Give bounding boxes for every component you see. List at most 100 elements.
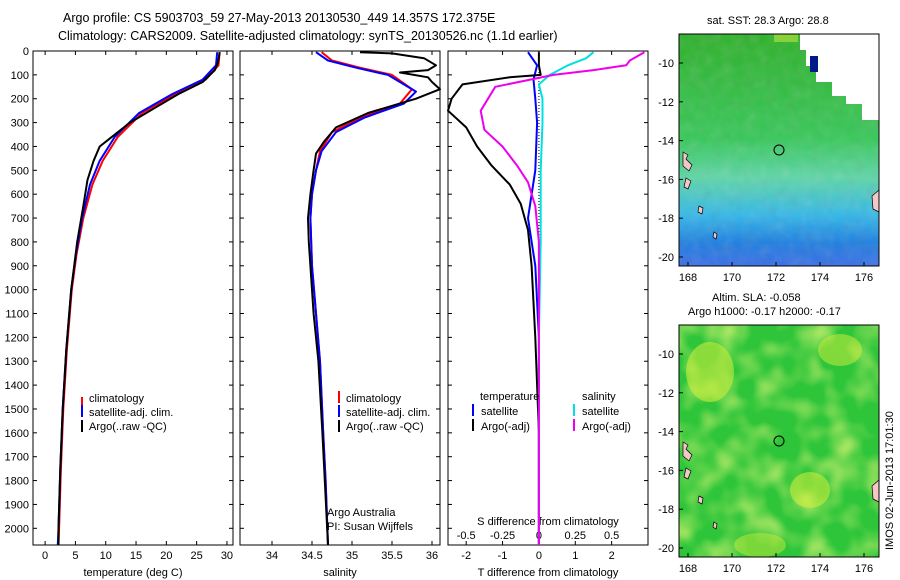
island-shape — [682, 441, 693, 462]
map-y-tick-label: -12 — [658, 388, 674, 400]
x-tick-label: 34.5 — [301, 550, 322, 562]
x-tick-label: 1 — [572, 550, 578, 562]
argo-location-marker — [773, 144, 785, 156]
sla-high-patch — [790, 472, 830, 508]
temperature-legend: climatology satellite-adj. clim. Argo(..… — [81, 393, 173, 433]
legend-label-s-satellite: satellite — [582, 406, 619, 418]
y-tick-label: 300 — [11, 118, 29, 130]
x-tick-label: 25 — [191, 550, 203, 562]
y-tick-label: 1800 — [5, 476, 29, 488]
annotation-pi: PI: Susan Wijffels — [327, 521, 413, 533]
y-tick-label: 1400 — [5, 380, 29, 392]
difference-legend: temperature salinity satellite Argo(-adj… — [472, 391, 631, 433]
y-tick-label: 100 — [11, 70, 29, 82]
series-line-satellite-adj-clim — [56, 52, 219, 546]
difference-panel: -2 -1 0 1 2 T difference from climatology S di… — [447, 50, 649, 579]
y-tick-label: 1500 — [5, 404, 29, 416]
y-tick-label: 800 — [11, 237, 29, 249]
y-tick-label: 1000 — [5, 285, 29, 297]
y-tick-label: 1300 — [5, 356, 29, 368]
map-x-tick-label: 168 — [679, 563, 697, 575]
sla-map-title-2: Argo h1000: -0.17 h2000: -0.17 — [688, 306, 841, 318]
map-y-tick-label: -20 — [658, 543, 674, 555]
legend-title-salinity: salinity — [582, 391, 616, 403]
map-x-tick-label: 174 — [811, 272, 829, 284]
legend-label-s-argo: Argo(-adj) — [582, 421, 631, 433]
map-y-tick-label: -10 — [658, 349, 674, 361]
y-tick-label: 2000 — [5, 523, 29, 535]
map-y-tick-label: -16 — [658, 465, 674, 477]
x-tick-label: 34 — [266, 550, 278, 562]
x-tick-label: 5 — [72, 550, 78, 562]
salinity-legend: climatology satellite-adj. clim. Argo(..… — [327, 391, 430, 533]
plot-frame — [239, 50, 441, 546]
map-x-tick-label: 168 — [679, 272, 697, 284]
y-tick-label: 500 — [11, 165, 29, 177]
sst-map-title: sat. SST: 28.3 Argo: 28.8 — [707, 15, 829, 27]
y-tick-label: 1200 — [5, 332, 29, 344]
sla-map: Altim. SLA: -0.058 Argo h1000: -0.17 h20… — [658, 292, 880, 575]
legend-label-satellite-adj: satellite-adj. clim. — [89, 407, 173, 419]
y-tick-label: 1100 — [5, 309, 29, 321]
map-y-tick-label: -14 — [658, 136, 674, 148]
sst-map-axes: 168 170 172 174 176 -10 -12 -14 -16 -18 -20 — [658, 58, 873, 284]
map-y-tick-label: -18 — [658, 213, 674, 225]
series-line-t-satellite — [527, 51, 540, 545]
annotation-institute: Argo Australia — [327, 507, 396, 519]
x-tick-label: 35.5 — [381, 550, 402, 562]
map-x-tick-label: 170 — [723, 563, 741, 575]
map-y-tick-label: -10 — [658, 58, 674, 70]
sla-map-title-1: Altim. SLA: -0.058 — [712, 292, 801, 304]
series-line-t-argo-adj — [447, 52, 542, 545]
series-line-argo-raw-qc — [307, 51, 441, 546]
y-tick-label: 0 — [23, 46, 29, 58]
y-tick-label: 200 — [11, 94, 29, 106]
x-axis-label-bottom: T difference from climatology — [478, 567, 619, 579]
sla-map-frame — [678, 324, 880, 558]
map-x-tick-label: 176 — [855, 563, 873, 575]
legend-label-argo: Argo(..raw -QC) — [346, 421, 424, 433]
temperature-panel: 0100200300400500600700800900100011001200… — [5, 46, 234, 579]
legend-label-t-argo: Argo(-adj) — [481, 421, 530, 433]
map-x-tick-label: 176 — [855, 272, 873, 284]
x-tick-label: 10 — [100, 550, 112, 562]
legend-label-climatology: climatology — [89, 393, 145, 405]
map-x-tick-label: 172 — [767, 272, 785, 284]
sst-map-frame — [678, 33, 880, 267]
x-tick-label: 0 — [42, 550, 48, 562]
x-tick-label: -2 — [461, 550, 471, 562]
salinity-panel: 34 34.5 35 35.5 36 salinity — [239, 50, 441, 579]
legend-label-climatology: climatology — [346, 393, 402, 405]
series-line-s-argo-adj — [479, 51, 645, 545]
y-tick-label: 900 — [11, 261, 29, 273]
map-x-tick-label: 170 — [723, 272, 741, 284]
map-y-tick-label: -12 — [658, 97, 674, 109]
legend-title-temperature: temperature — [480, 391, 539, 403]
x-tick-label: 36 — [426, 550, 438, 562]
s-tick-label: -0.25 — [490, 530, 515, 542]
legend-label-argo: Argo(..raw -QC) — [89, 421, 167, 433]
sst-warm-patch — [774, 34, 798, 42]
sla-map-axes: 168 170 172 174 176 -10 -12 -14 -16 -18 -20 — [658, 349, 873, 575]
sst-map: sat. SST: 28.3 Argo: 28.8 168 170 172 174 17… — [658, 15, 880, 284]
y-tick-label: 1700 — [5, 452, 29, 464]
island-shape — [697, 495, 704, 505]
island-shape — [712, 231, 718, 240]
series-line-argo-raw-qc — [57, 52, 221, 545]
plot-frame — [447, 50, 649, 546]
x-tick-label: 2 — [609, 550, 615, 562]
island-shape — [683, 177, 692, 190]
map-x-tick-label: 174 — [811, 563, 829, 575]
timestamp-stamp: IMOS 02-Jun-2013 17:01:30 — [884, 411, 896, 550]
island-shape — [712, 521, 718, 530]
plot-frame — [32, 50, 234, 546]
header-line-1: Argo profile: CS 5903703_59 27-May-2013 … — [63, 11, 495, 25]
legend-label-satellite-adj: satellite-adj. clim. — [346, 407, 430, 419]
y-tick-label: 700 — [11, 213, 29, 225]
map-y-tick-label: -18 — [658, 504, 674, 516]
s-tick-label: 0.5 — [604, 530, 619, 542]
x-axis-label: temperature (deg C) — [83, 567, 182, 579]
y-tick-label: 600 — [11, 189, 29, 201]
sst-missing-data — [800, 34, 879, 120]
